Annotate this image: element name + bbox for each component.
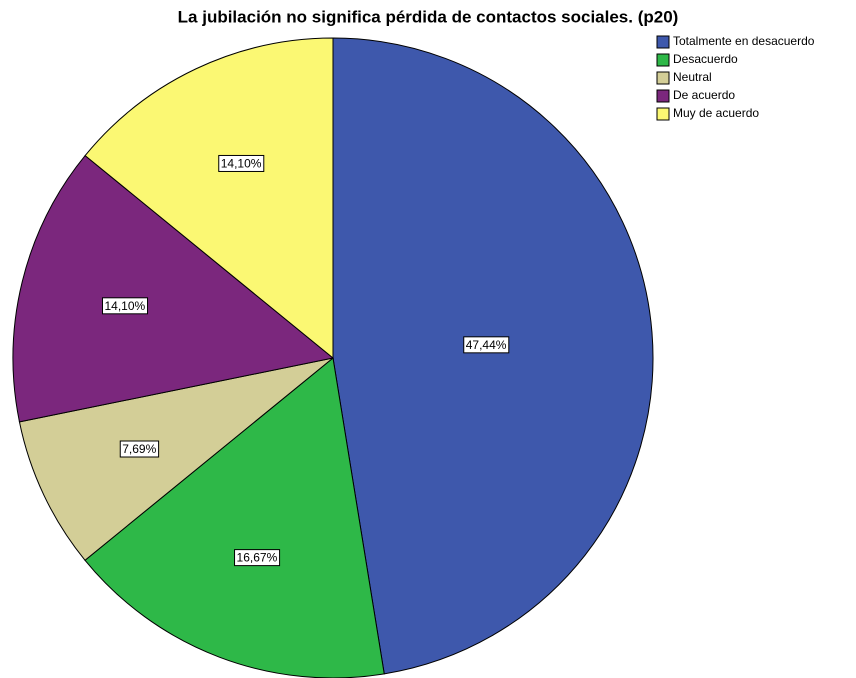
legend-swatch — [656, 35, 670, 49]
value-label-box — [119, 440, 160, 458]
value-label: 7,69% — [122, 442, 156, 456]
value-label-group: 16,67% — [234, 549, 281, 567]
value-label-box — [101, 297, 149, 315]
pie-slice — [332, 37, 654, 675]
pie-slice — [12, 154, 335, 423]
legend-label: Neutral — [673, 70, 712, 84]
value-label-group: 47,44% — [463, 336, 510, 354]
pie-slice — [18, 357, 334, 561]
legend-swatch — [656, 89, 670, 103]
value-label-group: 7,69% — [119, 440, 160, 458]
chart-title: La jubilación no significa pérdida de co… — [178, 7, 679, 26]
pie-slice — [84, 37, 334, 360]
value-label: 16,67% — [237, 551, 278, 565]
legend-swatch — [656, 71, 670, 85]
legend-label: De acuerdo — [673, 88, 735, 102]
value-label-group: 14,10% — [101, 297, 149, 315]
legend-label: Desacuerdo — [673, 52, 738, 66]
legend-label: Totalmente en desacuerdo — [673, 34, 815, 48]
value-label-group: 14,10% — [218, 154, 265, 172]
value-label-box — [218, 154, 265, 172]
legend-label: Muy de acuerdo — [673, 106, 759, 120]
legend-swatch — [656, 53, 670, 67]
value-label: 14,10% — [104, 299, 145, 313]
value-label: 14,10% — [221, 156, 262, 170]
value-label-box — [463, 336, 510, 354]
legend-swatch — [656, 107, 670, 121]
value-label-box — [234, 549, 281, 567]
value-label: 47,44% — [466, 338, 507, 352]
